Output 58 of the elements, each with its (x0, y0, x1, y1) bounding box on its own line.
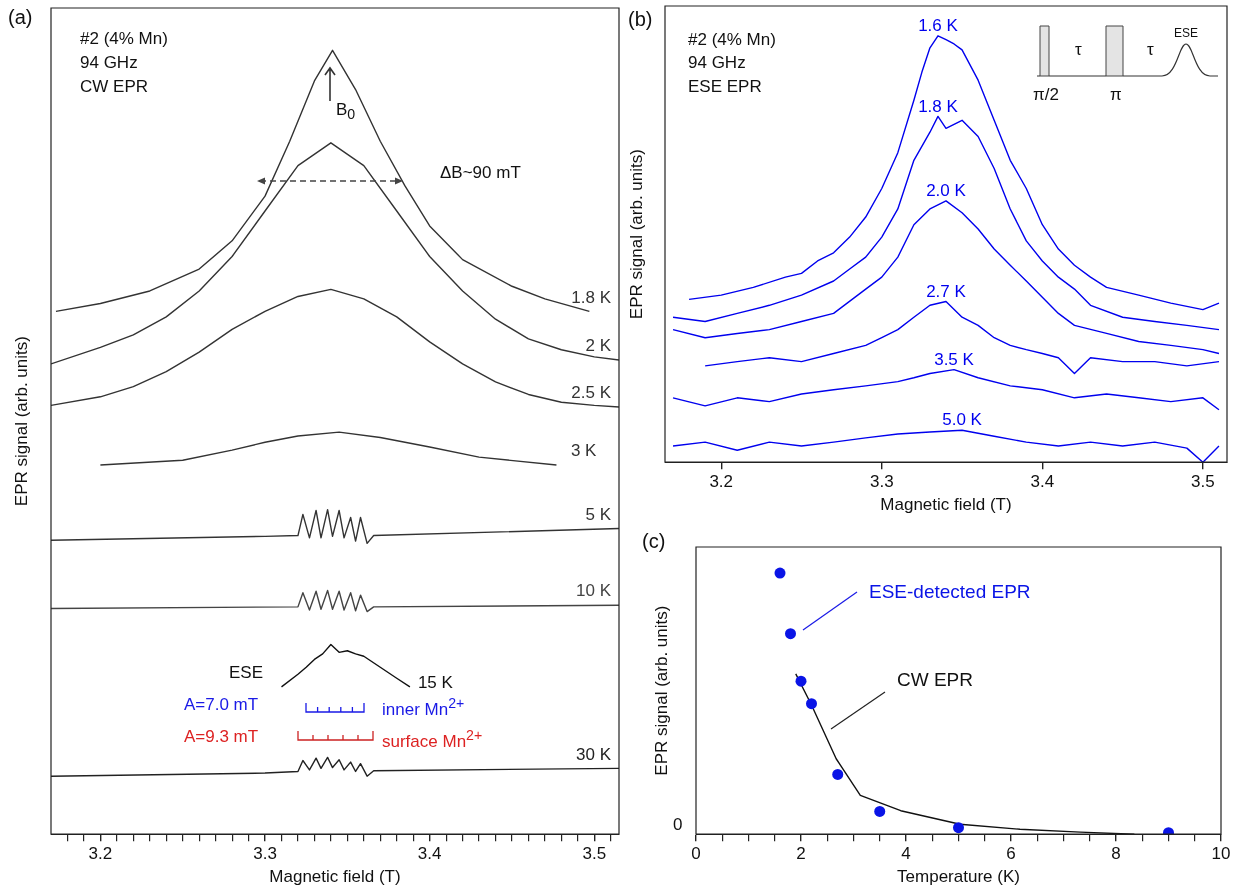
x-axis-title: Magnetic field (T) (880, 495, 1012, 515)
series-label: 1.6 K (918, 16, 959, 36)
series-label: 1.8 K (571, 287, 612, 307)
x-tick-label: 4 (901, 844, 911, 864)
x-tick-label: 3.5 (1191, 472, 1215, 492)
annotation: ESE (1174, 26, 1199, 41)
x-tick-label: 3.4 (417, 844, 442, 864)
x-tick-label: 3.3 (869, 472, 894, 492)
annotation: surface Mn$^{2+}$ (382, 727, 483, 752)
x-tick-label: 2 (796, 844, 806, 864)
x-tick-label: 3.5 (582, 844, 607, 864)
x-tick-label: 8 (1111, 844, 1121, 864)
text: ESE-detected EPR (869, 581, 1031, 603)
annotation: π/2 (1033, 85, 1059, 105)
series-label: 1.8 K (918, 96, 959, 116)
annotation: π (1110, 85, 1122, 105)
series-label: 2 K (585, 336, 612, 356)
series-label: 2.7 K (926, 281, 967, 301)
annotation: τ (1147, 40, 1154, 60)
series-label: 5.0 K (942, 410, 983, 430)
annotation: ESE (229, 663, 264, 683)
y-axis-title: EPR signal (arb. units) (626, 149, 646, 320)
x-tick-label: 3.2 (88, 844, 113, 864)
series-label: 2.5 K (571, 383, 612, 403)
y-axis-title: EPR signal (arb. units) (651, 605, 671, 776)
text: #2 (4% Mn) (80, 29, 168, 49)
annotation: 94 GHz (688, 53, 746, 73)
series-label: 10 K (576, 581, 612, 601)
annotation: inner Mn$^{2+}$ (382, 695, 465, 720)
annotation: CW EPR (80, 77, 148, 97)
series-label: 2.0 K (926, 181, 967, 201)
series-label: 3.5 K (934, 349, 975, 369)
chart-title: (b) (628, 8, 653, 31)
x-tick-label: 3.3 (253, 844, 277, 864)
text: CW EPR (897, 669, 973, 691)
annotation: #2 (4% Mn) (688, 30, 776, 50)
series-label: 30 K (576, 744, 612, 764)
x-axis-title: Magnetic field (T) (269, 867, 401, 887)
series-label: 15 K (417, 672, 454, 692)
annotation: A=7.0 mT (184, 695, 259, 715)
annotation: τ (1075, 40, 1082, 60)
annotation: ESE EPR (688, 77, 762, 97)
chart-title: (c) (642, 530, 666, 553)
series-label: 5 K (585, 504, 612, 524)
x-axis-title: Temperature (K) (897, 867, 1020, 887)
x-tick-label: 3.4 (1030, 472, 1055, 492)
series-label: 3 K (570, 441, 598, 461)
annotation: ΔB~90 mT (440, 163, 521, 183)
x-tick-label: 0 (691, 844, 701, 864)
text: 0 (673, 815, 683, 835)
x-tick-label: 3.2 (709, 472, 734, 492)
y-axis-title: EPR signal (arb. units) (11, 336, 31, 507)
x-tick-label: 10 (1211, 844, 1231, 864)
x-tick-label: 6 (1006, 844, 1016, 864)
annotation: A=9.3 mT (184, 727, 259, 747)
annotation: B$_{0}$ (336, 100, 356, 123)
annotation: 94 GHz (80, 53, 138, 73)
chart-title: (a) (8, 6, 33, 29)
